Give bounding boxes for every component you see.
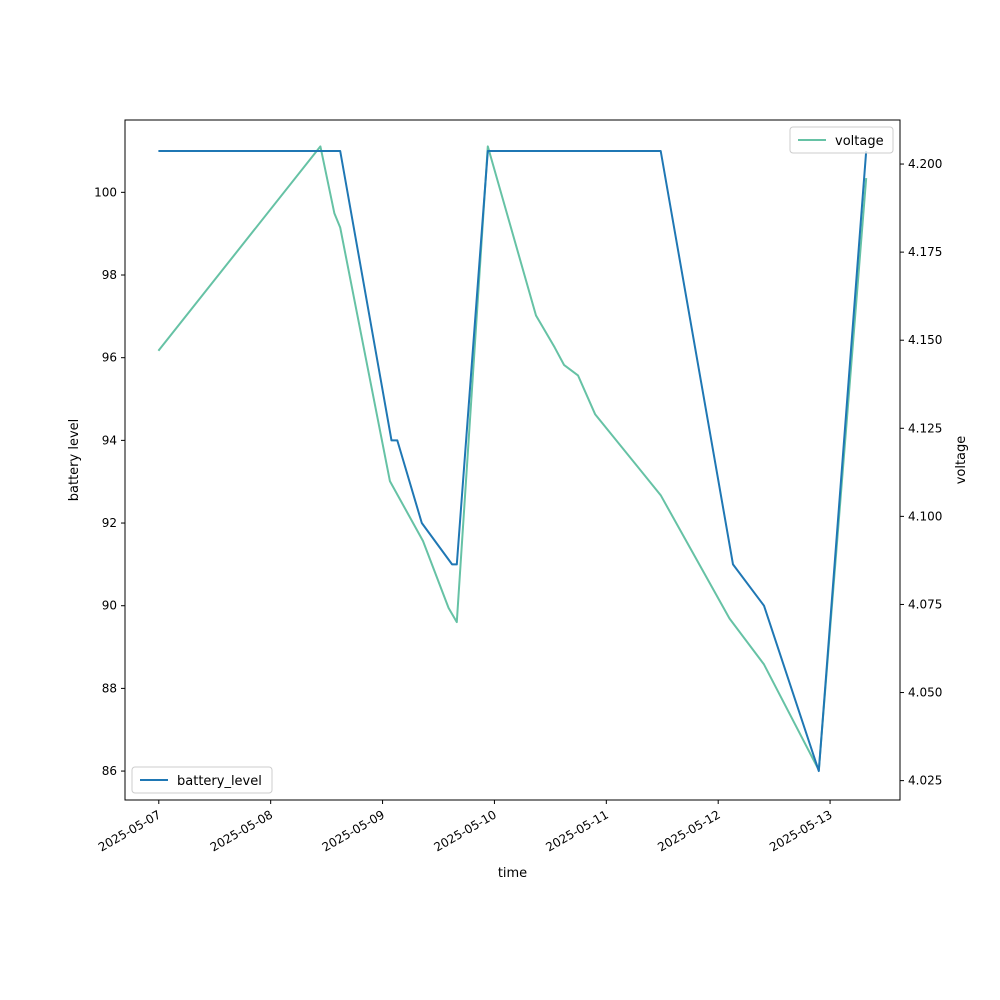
left-y-axis-ticks: 86 88 90 92 94 96 98 100 [94, 185, 125, 778]
x-axis-ticks: 2025-05-07 2025-05-08 2025-05-09 2025-05-10… [96, 800, 835, 854]
x-axis-label: time [498, 866, 527, 881]
left-y-tick-label: 86 [102, 764, 117, 778]
legend-label: battery_level [177, 774, 262, 789]
right-y-tick-label: 4.125 [908, 421, 942, 435]
plot-frame [124, 119, 901, 801]
x-tick-label: 2025-05-10 [432, 807, 499, 854]
right-y-tick-label: 4.050 [908, 686, 942, 700]
plot-lines [157, 145, 868, 773]
x-tick-label: 2025-05-11 [543, 807, 610, 854]
left-y-tick-label: 92 [102, 516, 117, 530]
legend-frame [131, 766, 273, 794]
right-y-tick-label: 4.025 [908, 774, 942, 788]
left-y-tick-label: 90 [102, 599, 117, 613]
left-y-axis-label: battery level [67, 419, 82, 502]
legends: battery_level voltage [131, 126, 894, 794]
legend-frame [789, 126, 894, 154]
right-y-axis-label: voltage [954, 436, 969, 485]
right-y-tick-label: 4.075 [908, 597, 942, 611]
voltage-legend: voltage [789, 126, 894, 154]
legend-label: voltage [835, 134, 884, 149]
left-y-tick-label: 94 [102, 433, 117, 447]
x-tick-label: 2025-05-09 [320, 807, 387, 854]
right-y-tick-label: 4.175 [908, 245, 942, 259]
left-y-tick-label: 100 [94, 185, 117, 199]
left-y-tick-label: 88 [102, 681, 117, 695]
voltage-series-line [157, 145, 868, 772]
battery_level-series-line [158, 150, 868, 773]
x-tick-label: 2025-05-13 [767, 807, 834, 854]
x-tick-label: 2025-05-12 [655, 807, 722, 854]
right-y-tick-label: 4.150 [908, 333, 942, 347]
x-tick-label: 2025-05-08 [208, 807, 275, 854]
left-y-tick-label: 98 [102, 268, 117, 282]
right-y-axis-ticks: 4.025 4.050 4.075 4.100 4.125 4.150 4.175 4.200 [900, 157, 942, 788]
left-y-tick-label: 96 [102, 351, 117, 365]
right-y-tick-label: 4.200 [908, 157, 942, 171]
x-tick-label: 2025-05-07 [96, 807, 163, 854]
battery_level-legend: battery_level [131, 766, 273, 794]
right-y-tick-label: 4.100 [908, 509, 942, 523]
